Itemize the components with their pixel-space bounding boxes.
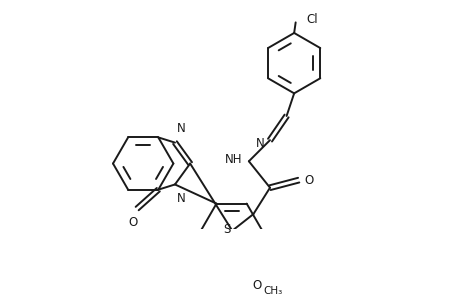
Text: O: O: [129, 216, 138, 229]
Text: N: N: [176, 192, 185, 205]
Text: S: S: [223, 223, 230, 236]
Text: N: N: [255, 137, 264, 150]
Text: O: O: [304, 174, 313, 187]
Text: O: O: [252, 278, 261, 292]
Text: Cl: Cl: [306, 13, 317, 26]
Text: NH: NH: [225, 152, 242, 166]
Text: CH₃: CH₃: [263, 286, 282, 296]
Text: N: N: [176, 122, 185, 135]
